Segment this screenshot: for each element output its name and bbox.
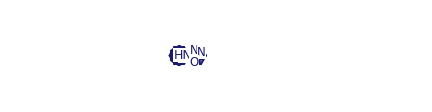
Text: N: N: [190, 43, 199, 56]
Text: O: O: [190, 56, 199, 69]
Text: N: N: [197, 46, 206, 59]
Text: HN: HN: [174, 49, 193, 62]
Text: S: S: [178, 49, 187, 63]
